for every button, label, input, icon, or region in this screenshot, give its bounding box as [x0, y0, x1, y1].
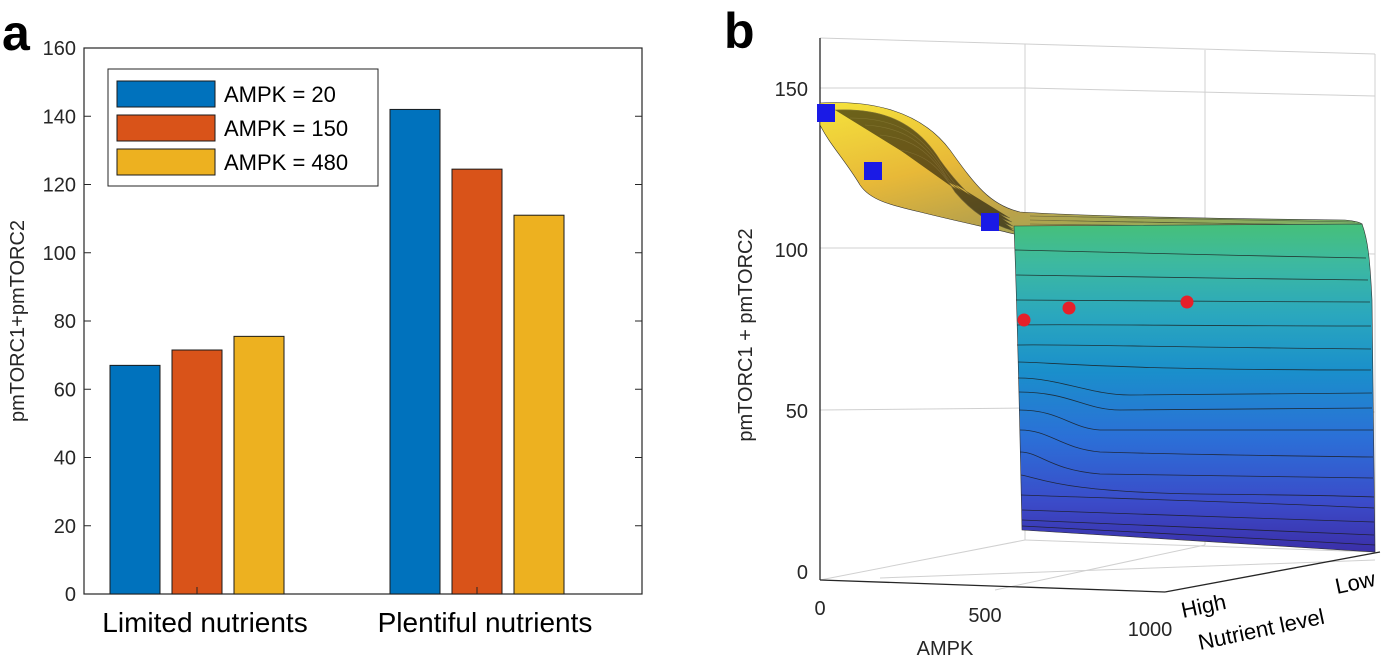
x-tick-label: Plentiful nutrients	[378, 607, 593, 638]
z-tick-label: 0	[797, 562, 808, 584]
legend-swatch	[116, 80, 216, 108]
panel-a-x-ticks: Limited nutrients Plentiful nutrients	[102, 587, 592, 638]
marker-square	[817, 104, 835, 122]
bar	[389, 108, 441, 595]
y-tick-label: High	[1179, 589, 1228, 623]
y-tick-label: 120	[43, 175, 76, 197]
bar	[451, 168, 503, 595]
bar	[233, 335, 285, 595]
marker-square	[981, 213, 999, 231]
bar	[109, 364, 161, 595]
legend-label: AMPK = 480	[224, 150, 348, 175]
y-tick-label: 60	[54, 379, 76, 401]
y-tick-label: 0	[65, 584, 76, 606]
panel-label-b: b	[724, 3, 755, 59]
z-tick-label: 150	[775, 79, 808, 101]
panel-b-z-ticks: 0 50 100 150	[775, 79, 808, 584]
y-tick-label: Low	[1333, 566, 1378, 599]
legend-label: AMPK = 150	[224, 116, 348, 141]
y-tick-label: 140	[43, 106, 76, 128]
y-tick-label: 20	[54, 516, 76, 538]
legend-label: AMPK = 20	[224, 82, 336, 107]
y-tick-label: 100	[43, 243, 76, 265]
x-tick-label: 0	[814, 598, 825, 620]
panel-b-x-axis-label: AMPK	[917, 638, 974, 660]
legend-swatch	[116, 114, 216, 142]
bar	[513, 214, 565, 595]
surface-contour-lines-wall	[1014, 249, 1376, 546]
marker-square	[864, 162, 882, 180]
y-tick-label: 40	[54, 448, 76, 470]
panel-b-axis-lines	[819, 38, 1381, 593]
marker-dot	[1062, 301, 1076, 315]
panel-b-x-ticks: 0 500 1000	[814, 598, 1172, 641]
legend-swatch	[116, 148, 216, 176]
marker-dot	[1180, 295, 1194, 309]
y-tick-label: 80	[54, 311, 76, 333]
panel-a-bars	[109, 108, 565, 595]
marker-dot	[1017, 313, 1031, 327]
surface-front-wall	[1013, 223, 1376, 553]
surface-top-plateau	[819, 102, 1363, 235]
x-tick-label: Limited nutrients	[102, 607, 307, 638]
panel-b-markers	[817, 104, 1194, 327]
panel-a-y-ticks: 0 20 40 60 80 100 120 140 160	[43, 38, 642, 606]
x-tick-label: 1000	[1128, 619, 1173, 641]
panel-label-a: a	[2, 5, 31, 61]
panel-b-z-axis-label: pmTORC1 + pmTORC2	[735, 228, 757, 441]
z-tick-label: 100	[775, 240, 808, 262]
panel-a-y-axis-label: pmTORC1+pmTORC2	[7, 220, 29, 422]
panel-a-legend: AMPK = 20 AMPK = 150 AMPK = 480	[107, 68, 379, 187]
z-tick-label: 50	[786, 401, 808, 423]
x-tick-label: 500	[968, 605, 1001, 627]
bar	[171, 349, 223, 595]
y-tick-label: 160	[43, 38, 76, 60]
